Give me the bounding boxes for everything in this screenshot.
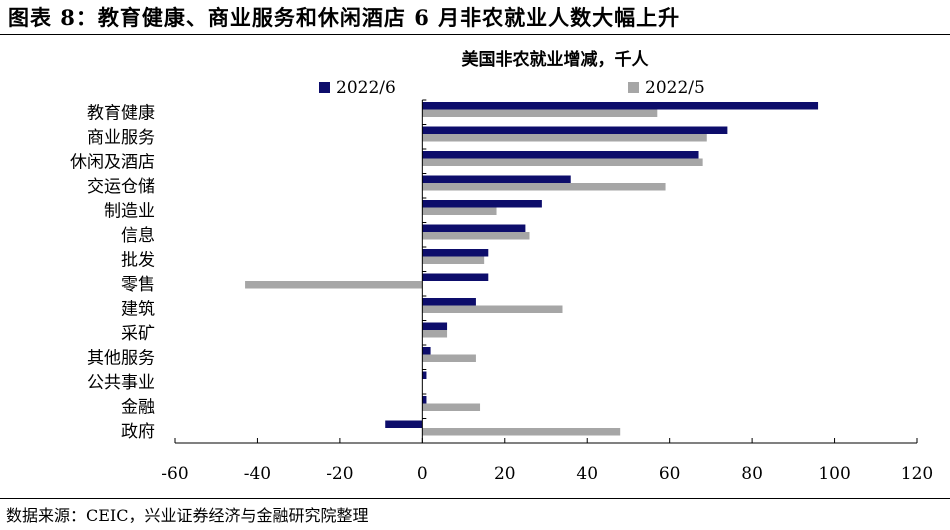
bar-2022-6-信息 xyxy=(422,224,526,232)
bar-2022-6-政府 xyxy=(385,420,423,428)
category-label-金融: 金融 xyxy=(121,397,155,417)
bar-2022-6-休闲及酒店 xyxy=(422,151,699,159)
bar-2022-6-其他服务 xyxy=(422,347,431,355)
x-tick-label: 40 xyxy=(576,464,598,484)
category-label-采矿: 采矿 xyxy=(121,324,155,344)
bar-2022-5-采矿 xyxy=(422,330,448,338)
category-label-教育健康: 教育健康 xyxy=(87,103,155,123)
chart-title: 美国非农就业增减，千人 xyxy=(462,49,650,70)
legend-label-2022-6: 2022/6 xyxy=(336,78,396,98)
category-label-其他服务: 其他服务 xyxy=(87,348,155,368)
bar-2022-5-建筑 xyxy=(422,305,563,313)
x-tick-label: -20 xyxy=(326,464,353,484)
bar-chart: 美国非农就业增减，千人 2022/6 2022/5 教育健康商业服务休闲及酒店交… xyxy=(70,49,933,484)
x-tick-label: 20 xyxy=(494,464,516,484)
x-tick-label: 80 xyxy=(741,464,763,484)
x-tick-label: -60 xyxy=(161,464,188,484)
title-rule xyxy=(0,34,950,35)
bar-2022-5-其他服务 xyxy=(422,354,476,362)
bar-2022-5-零售 xyxy=(245,281,423,289)
bar-2022-5-交运仓储 xyxy=(422,183,666,191)
bar-2022-6-交运仓储 xyxy=(422,175,571,183)
legend-label-2022-5: 2022/5 xyxy=(645,78,705,98)
category-label-休闲及酒店: 休闲及酒店 xyxy=(70,152,155,172)
bar-2022-6-建筑 xyxy=(422,298,476,306)
x-tick-label: 100 xyxy=(818,464,850,484)
category-label-公共事业: 公共事业 xyxy=(87,373,155,393)
figure-title: 图表 8：教育健康、商业服务和休闲酒店 6 月非农就业人数大幅上升 xyxy=(8,5,681,30)
bar-2022-6-金融 xyxy=(422,396,427,404)
legend-swatch-2022-6 xyxy=(319,82,330,93)
bar-2022-5-商业服务 xyxy=(422,134,707,142)
category-label-制造业: 制造业 xyxy=(104,201,155,221)
bar-2022-6-采矿 xyxy=(422,322,448,330)
bar-2022-5-批发 xyxy=(422,256,485,264)
legend: 2022/6 2022/5 xyxy=(319,78,705,98)
x-tick-label: 0 xyxy=(417,464,428,484)
source-rule xyxy=(0,498,950,499)
category-label-建筑: 建筑 xyxy=(121,299,155,319)
bar-2022-5-休闲及酒店 xyxy=(422,158,703,166)
x-tick-label: 120 xyxy=(901,464,933,484)
bar-2022-5-制造业 xyxy=(422,207,497,215)
bar-2022-6-公共事业 xyxy=(422,371,427,379)
x-tick-label: 60 xyxy=(659,464,681,484)
bar-2022-5-政府 xyxy=(422,428,621,436)
legend-swatch-2022-5 xyxy=(628,82,639,93)
category-label-交运仓储: 交运仓储 xyxy=(87,177,155,197)
category-label-信息: 信息 xyxy=(121,226,155,246)
bars xyxy=(245,102,819,436)
category-label-商业服务: 商业服务 xyxy=(87,128,155,148)
axes: -60 -40 -20 0 20 40 60 80 100 120 xyxy=(161,99,933,484)
bar-2022-6-商业服务 xyxy=(422,126,728,134)
bar-2022-6-制造业 xyxy=(422,200,542,208)
bar-2022-5-信息 xyxy=(422,232,530,240)
bar-2022-5-金融 xyxy=(422,403,481,411)
bar-2022-6-教育健康 xyxy=(422,102,819,110)
category-label-批发: 批发 xyxy=(121,250,155,270)
bar-2022-5-教育健康 xyxy=(422,109,658,117)
category-label-零售: 零售 xyxy=(121,275,155,295)
x-tick-label: -40 xyxy=(244,464,271,484)
bar-2022-6-零售 xyxy=(422,273,489,281)
source-note: 数据来源：CEIC，兴业证券经济与金融研究院整理 xyxy=(6,506,369,525)
category-label-政府: 政府 xyxy=(121,422,155,442)
category-labels: 教育健康商业服务休闲及酒店交运仓储制造业信息批发零售建筑采矿其他服务公共事业金融… xyxy=(70,103,155,442)
bar-2022-6-批发 xyxy=(422,249,489,257)
